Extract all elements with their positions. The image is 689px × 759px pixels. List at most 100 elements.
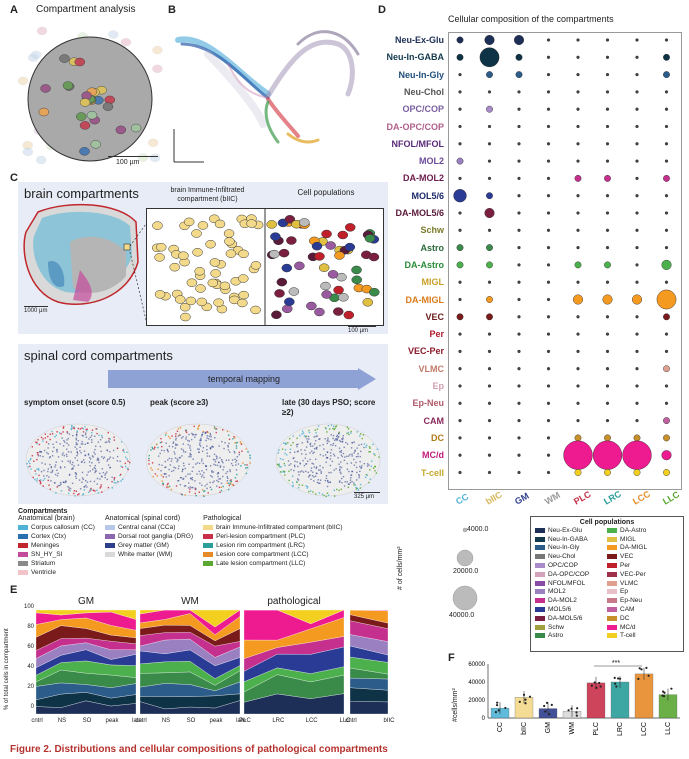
dotplot-row-label: Astro [420, 242, 444, 253]
dotplot-dot [517, 194, 521, 198]
data-point [614, 682, 617, 685]
legend-swatch [535, 607, 545, 613]
legend-swatch [535, 624, 545, 630]
data-point [522, 693, 526, 696]
cellpop-legend-item: Astro [535, 632, 607, 641]
dotplot-dot [664, 384, 669, 388]
panel-f-xtick: LLC [665, 722, 672, 735]
dotplot-dot [517, 453, 521, 457]
dotplot-dot [487, 142, 492, 146]
legend-swatch [535, 571, 545, 577]
dotplot-dot [635, 349, 639, 353]
dotplot-dot [576, 246, 580, 250]
legend-item: Meninges [18, 541, 95, 550]
legend-swatch [203, 561, 214, 566]
panel-e-ylabel: % of total cells in compartment [4, 628, 10, 710]
dotplot-dot [664, 332, 669, 336]
dotplot-col-label: LCC [631, 488, 653, 507]
dotplot-dot [517, 246, 521, 250]
dotplot-dot [487, 384, 492, 388]
dotplot-dot [517, 90, 521, 94]
dotplot-dot [633, 434, 641, 442]
panel-e-xtick: LRC [272, 718, 285, 724]
dotplot-dot [458, 349, 462, 353]
legend-label: DA-OPC/COP [548, 570, 590, 578]
panel-f-xtick: GM [545, 722, 552, 733]
legend-item: SN_HY_SI [18, 550, 95, 559]
data-point [598, 681, 601, 685]
panel-f-xtick: PLC [593, 722, 600, 736]
data-point [497, 709, 500, 712]
bar [634, 673, 654, 719]
dotplot-dot [635, 176, 639, 180]
dotplot-dot [517, 401, 521, 405]
panel-e-xtick: bIIC [383, 718, 395, 724]
dotplot-dot [635, 107, 639, 111]
legend-group: Anatomical (brain) Corpus callosum (CC) Co… [18, 515, 95, 577]
dotplot-row-label: Neu-Chol [404, 86, 444, 97]
dotplot-dot [456, 36, 464, 44]
dotplot-row-label: MIGL [421, 277, 445, 288]
legend-swatch [607, 580, 617, 586]
legend-swatch [607, 624, 617, 630]
dotplot-dot [605, 228, 610, 232]
legend-swatch [607, 607, 617, 613]
dotplot-dot [546, 315, 551, 319]
legend-swatch [18, 534, 28, 539]
stacked-area-layer [140, 610, 240, 628]
legend-item: Lesion core compartment (LCC) [203, 550, 342, 559]
dotplot-dot [546, 38, 551, 42]
dotplot-dot [635, 384, 639, 388]
cellpop-legend-item: VEC [607, 552, 679, 561]
legend-label: Dorsal root ganglia (DRG) [117, 533, 194, 540]
dotplot-dot [517, 263, 521, 267]
dotplot-row-label: VEC-Per [407, 346, 444, 357]
scalebar-1000-label: 1000 µm [24, 308, 48, 314]
stage-peak: peak (score ≥3) [150, 398, 209, 407]
dotplot-dot [574, 434, 582, 442]
data-point [576, 707, 579, 710]
dotplot-dot [484, 207, 495, 218]
data-point [570, 707, 573, 710]
dotplot-dot [663, 365, 670, 373]
dotplot-dot [546, 349, 551, 353]
dotplot-dot [663, 53, 670, 61]
legend-item: Ventricle [18, 568, 95, 577]
dotplot-dot [663, 469, 670, 476]
legend-swatch [18, 552, 28, 557]
dotplot-dot [546, 263, 551, 267]
dotplot-dot [458, 211, 462, 215]
spinal-sections-image [25, 423, 381, 498]
dotplot-dot [664, 228, 669, 232]
dotplot: Neu-Ex-Glu Neu-In-GABA Neu-In-Gly Neu-Chol O… [378, 28, 686, 507]
legend-label: DA-MOL5/6 [548, 614, 583, 622]
dotplot-dot [486, 313, 493, 321]
legend-swatch [203, 525, 214, 530]
panel-f-label: F [448, 652, 455, 664]
dotplot-dot [605, 367, 610, 371]
cellpop-legend-item: DC [607, 614, 679, 623]
legend-item: Central canal (CCa) [104, 523, 193, 532]
panel-e-group-title: WM [181, 596, 199, 607]
cellpop-legend-col: DA-Astro MIGL DA-MIGL VEC Per VEC-Per VLMC Ep Ep… [607, 526, 679, 640]
dotplot-dot [546, 453, 551, 457]
spinal-compartments-panel: spinal cord compartments temporal mappin… [18, 344, 388, 504]
dotplot-dot [663, 417, 670, 424]
dotplot-dot [576, 401, 580, 405]
dotplot-dot [487, 332, 492, 336]
dotplot-dot [576, 72, 580, 77]
dotplot-dot [487, 90, 492, 94]
dotplot-dot [546, 419, 551, 423]
data-point [545, 701, 549, 704]
dotplot-dot [456, 53, 464, 61]
dotplot-dot [631, 294, 642, 305]
dotplot-dot [605, 280, 610, 284]
legend-item: Grey matter (GM) [104, 541, 193, 550]
legend-label: Late lesion compartment (LLC) [216, 560, 306, 567]
legend-label: Cortex (Ctx) [31, 533, 67, 540]
dotplot-dot [487, 176, 492, 180]
dotplot-dot [546, 142, 551, 146]
data-point [615, 685, 618, 688]
dotplot-dot [576, 332, 580, 336]
data-point [618, 677, 622, 680]
